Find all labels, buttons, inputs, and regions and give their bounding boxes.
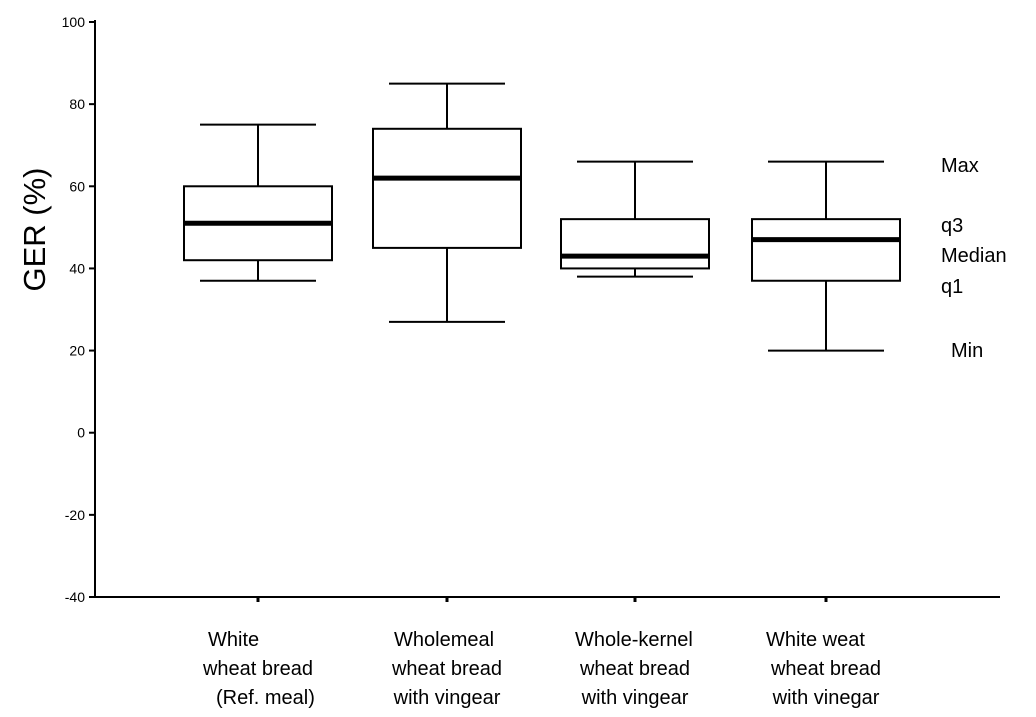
axes-group: 100 80 60 40 20 0 -20 -40 — [62, 14, 1000, 605]
boxes-group — [183, 82, 901, 352]
category-label: with vingear — [581, 687, 689, 709]
legend-label-q3: q3 — [941, 215, 963, 237]
category-label: wheat bread — [770, 658, 881, 680]
labels-group: GER (%) White wheat bread (Ref. meal) Wholem… — [17, 155, 1007, 709]
y-tick-label: -40 — [65, 589, 85, 605]
y-tick-label: 40 — [69, 260, 85, 276]
legend-label-median: Median — [941, 245, 1007, 267]
category-label: wheat bread — [391, 658, 502, 680]
y-tick-label: 0 — [77, 425, 85, 441]
category-label: White weat — [766, 629, 865, 651]
iqr-box — [372, 127, 522, 249]
y-tick-label: 20 — [69, 343, 85, 359]
box-2 — [372, 82, 522, 323]
y-tick-label: 80 — [69, 96, 85, 112]
iqr-box — [560, 218, 710, 270]
y-tick-label: 100 — [62, 14, 86, 30]
category-label: with vingear — [393, 687, 501, 709]
category-label: wheat bread — [579, 658, 690, 680]
category-label: wheat bread — [202, 658, 313, 680]
y-axis-title: GER (%) — [17, 168, 52, 292]
category-label: Whole-kernel — [575, 629, 693, 651]
iqr-box — [751, 218, 901, 282]
category-label: White — [208, 629, 259, 651]
legend-label-min: Min — [951, 340, 983, 362]
category-label: Wholemeal — [394, 629, 494, 651]
box-1 — [183, 123, 333, 282]
category-label: (Ref. meal) — [216, 687, 315, 709]
y-tick-label: -20 — [65, 507, 85, 523]
box-4 — [751, 160, 901, 352]
legend-label-q1: q1 — [941, 276, 963, 298]
legend-label-max: Max — [941, 155, 979, 177]
y-tick-label: 60 — [69, 178, 85, 194]
box-3 — [560, 160, 710, 278]
category-label: with vinegar — [772, 687, 880, 709]
